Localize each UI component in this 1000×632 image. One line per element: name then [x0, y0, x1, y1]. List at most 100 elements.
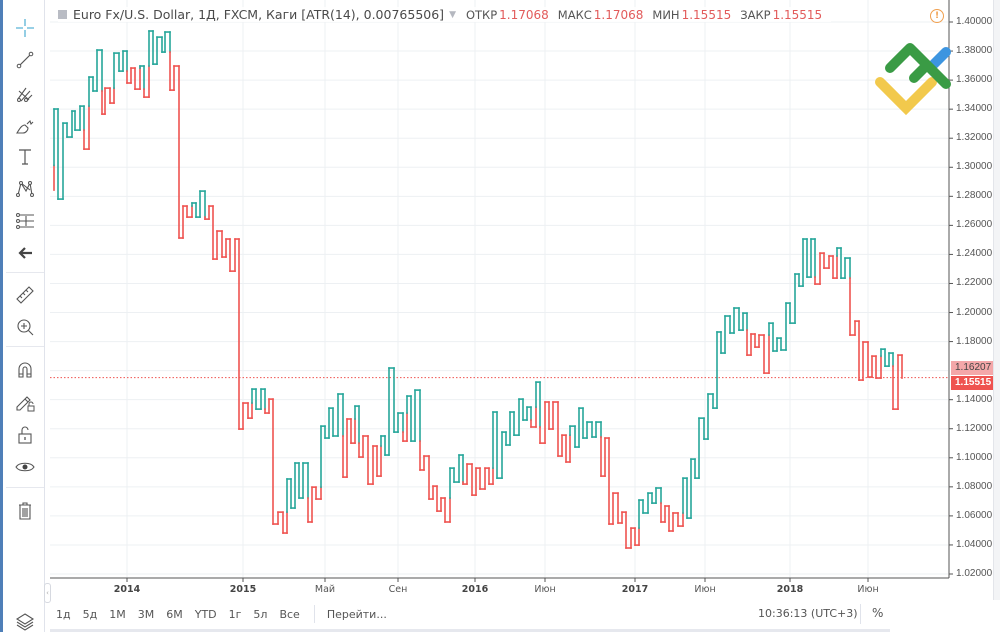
time-tick-label: 2014: [113, 584, 141, 595]
price-tick-label: 1.20000: [956, 306, 993, 318]
remove-drawings-tool[interactable]: [11, 497, 39, 525]
text-tool[interactable]: [11, 143, 39, 171]
range-button-6М[interactable]: 6М: [166, 607, 183, 621]
pattern-tool[interactable]: [11, 175, 39, 203]
crosshair-icon: [16, 19, 34, 37]
chevron-down-icon[interactable]: ▼: [449, 9, 456, 20]
measure-lines-icon: [16, 213, 34, 229]
range-button-1М[interactable]: 1М: [109, 607, 126, 621]
lock-all-tool[interactable]: [11, 421, 39, 449]
low-value: 1.15515: [681, 7, 732, 22]
zoom-in-icon: [17, 319, 34, 336]
window-edge: [0, 0, 3, 632]
price-tick-label: 1.14000: [956, 393, 993, 405]
horizontal-scrollbar[interactable]: [50, 629, 890, 632]
bottom-divider: [860, 604, 861, 624]
price-tick-label: 1.34000: [956, 103, 993, 115]
price-tick-label: 1.30000: [956, 161, 993, 173]
pitchfork-icon: [17, 87, 33, 102]
ruler-icon: [16, 286, 34, 304]
open-label: ОТКР: [465, 7, 498, 22]
magnet-icon: [18, 362, 32, 378]
price-tick-label: 1.32000: [956, 132, 993, 144]
clock-timezone[interactable]: 10:36:13 (UTC+3): [758, 607, 858, 620]
close-value: 1.15515: [772, 7, 823, 22]
crosshair-tool[interactable]: [11, 14, 39, 42]
price-tick-label: 1.04000: [956, 538, 993, 550]
pattern-icon: [16, 181, 34, 197]
price-tick-label: 1.24000: [956, 248, 993, 260]
toolbar-divider: [6, 487, 44, 488]
time-tick-label: 2017: [621, 584, 649, 595]
time-tick-label: Сен: [388, 584, 408, 595]
chart-legend[interactable]: Euro Fx/U.S. Dollar, 1Д, FXCM, Каги [ATR…: [58, 7, 832, 22]
range-buttons: 1д 5д 1М 3М 6М YTD 1г 5л Все: [50, 608, 306, 621]
kagi-chart[interactable]: [0, 0, 1000, 600]
price-tick-label: 1.18000: [956, 335, 993, 347]
trend-line-tool[interactable]: [11, 46, 39, 74]
toolbar-divider: [6, 346, 44, 347]
lock-drawings-tool[interactable]: [11, 388, 39, 416]
time-tick-label: Июн: [534, 584, 556, 595]
range-button-Все[interactable]: Все: [279, 607, 300, 621]
price-tick-label: 1.28000: [956, 190, 993, 202]
collapse-toolbar-handle[interactable]: ‹: [44, 583, 51, 603]
text-icon: [19, 149, 31, 165]
warning-icon[interactable]: !: [930, 9, 944, 23]
price-tick-label: 1.40000: [956, 16, 993, 27]
close-label: ЗАКР: [740, 7, 771, 22]
toolbar-divider: [6, 272, 44, 273]
price-tick-label: 1.26000: [956, 219, 993, 231]
lock-icon: [18, 426, 32, 444]
trash-icon: [19, 502, 31, 520]
time-tick-label: Июн: [857, 584, 879, 595]
lock-drawing-icon: [16, 396, 35, 412]
range-button-1д[interactable]: 1д: [56, 607, 71, 621]
range-button-1г[interactable]: 1г: [228, 607, 242, 621]
brand-logo: [875, 43, 951, 116]
price-tick-label: 1.10000: [956, 451, 993, 463]
date-range-bar: 1д 5д 1М 3М 6М YTD 1г 5л Все Перейти...: [50, 600, 900, 628]
goto-date-button[interactable]: Перейти...: [326, 607, 387, 621]
price-tick-label: 1.06000: [956, 509, 993, 521]
range-button-3М[interactable]: 3М: [137, 607, 155, 621]
hide-toolbar-button[interactable]: [11, 239, 39, 267]
open-value: 1.17068: [499, 7, 549, 22]
trend-line-icon: [16, 51, 34, 69]
brush-icon: [16, 119, 34, 134]
price-tick-label: 1.12000: [956, 422, 993, 434]
object-tree-button[interactable]: [11, 608, 39, 632]
time-tick-label: Июн: [694, 584, 716, 595]
vertical-scrollbar[interactable]: [993, 0, 1000, 600]
time-tick-label: 2016: [461, 584, 489, 595]
visibility-tool[interactable]: [11, 453, 39, 481]
previous-price-badge: 1.16207: [951, 361, 995, 375]
price-tick-label: 1.08000: [956, 480, 993, 492]
magnet-tool[interactable]: [11, 356, 39, 384]
layers-icon: [15, 613, 35, 631]
range-button-YTD[interactable]: YTD: [194, 607, 217, 621]
last-price-badge: 1.15515: [951, 376, 995, 390]
time-tick-label: 2018: [776, 584, 804, 595]
ruler-tool[interactable]: [11, 281, 39, 309]
drawing-toolbar: [3, 0, 45, 632]
range-button-5л[interactable]: 5л: [253, 607, 268, 621]
percent-scale-toggle[interactable]: %: [872, 606, 884, 620]
time-tick-label: 2015: [229, 584, 257, 595]
symbol-title[interactable]: Euro Fx/U.S. Dollar, 1Д, FXCM, Каги [ATR…: [73, 7, 445, 22]
range-button-5д[interactable]: 5д: [82, 607, 98, 621]
symbol-square-icon: [58, 10, 67, 19]
low-label: МИН: [652, 7, 680, 22]
bottom-divider: [313, 605, 315, 623]
back-arrow-icon: [18, 247, 32, 259]
measure-lines-tool[interactable]: [11, 207, 39, 235]
price-tick-label: 1.36000: [956, 74, 993, 86]
high-value: 1.17068: [593, 7, 644, 22]
high-label: МАКС: [557, 7, 592, 22]
pitchfork-tool[interactable]: [11, 80, 39, 108]
brush-tool[interactable]: [11, 112, 39, 140]
price-tick-label: 1.02000: [956, 568, 993, 579]
zoom-in-tool[interactable]: [11, 313, 39, 341]
price-tick-label: 1.22000: [956, 277, 993, 289]
time-tick-label: Май: [314, 584, 336, 595]
